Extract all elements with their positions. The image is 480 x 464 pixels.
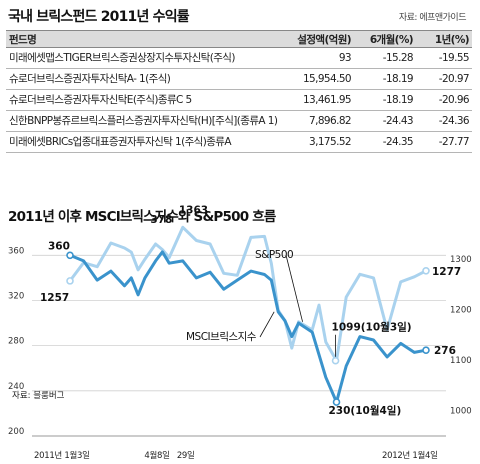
- x-tick-label: 2012년 1월4일: [382, 450, 438, 461]
- fund-6month: -24.35: [354, 131, 416, 153]
- x-tick-label: 4월8일: [144, 450, 169, 461]
- chart-source: 자료: 블룸버그: [12, 390, 65, 401]
- x-tick-label: 29일: [177, 451, 195, 461]
- msci-series-line: [69, 250, 427, 404]
- fund-amount: 15,954.50: [288, 68, 354, 90]
- y-right-tick-label: 1100: [450, 356, 472, 366]
- y-right-tick-label: 1000: [450, 407, 472, 417]
- table-row: 슈로더브릭스증권자투자신탁A- 1(주식) 15,954.50 -18.19 -…: [6, 68, 472, 90]
- fund-name: 미래에셋맵스TIGER브릭스증권상장지수투자신탁(주식): [6, 47, 288, 69]
- fund-6month: -15.28: [354, 47, 416, 69]
- sp500-series-line: [68, 225, 427, 363]
- y-left-tick-label: 320: [8, 291, 24, 301]
- fund-6month: -24.43: [354, 110, 416, 132]
- fund-name: 슈로더브릭스증권자투자신탁A- 1(주식): [6, 68, 288, 90]
- annotation-label: 1363: [179, 204, 208, 216]
- fund-amount: 7,896.82: [288, 110, 354, 132]
- annotation-label: 230(10월4일): [329, 404, 402, 417]
- table-header-row: 펀드명 설정액(억원) 6개월(%) 1년(%): [6, 30, 472, 48]
- annotation-marker: [331, 356, 340, 365]
- fund-6month: -18.19: [354, 68, 416, 90]
- y-right-tick-label: 1300: [450, 255, 472, 265]
- fund-1year: -27.77: [416, 131, 472, 153]
- fund-1year: -20.96: [416, 89, 472, 111]
- annotation-label: 1099(10월3일): [332, 321, 412, 334]
- chart-title: 2011년 이후 MSCI브릭스지수와 S&P500 흐름: [8, 209, 276, 225]
- fund-amount: 93: [288, 47, 354, 69]
- header-amount: 설정액(억원): [288, 30, 354, 48]
- y-right-tick-label: 1200: [450, 306, 472, 316]
- annotation-marker: [66, 277, 74, 285]
- x-tick-label: 2011년 1월3일: [34, 450, 90, 461]
- header-6month: 6개월(%): [354, 30, 416, 48]
- fund-amount: 13,461.95: [288, 89, 354, 111]
- table-source: 자료: 에프앤가이드: [398, 13, 467, 23]
- y-left-tick-label: 280: [8, 337, 24, 347]
- fund-name: 미래에셋BRICs업종대표증권자투자신탁 1(주식)종류A: [6, 131, 288, 153]
- table-row: 신한BNPP봉쥬르브릭스플러스증권자투자신탁(H)[주식](종류A 1) 7,8…: [6, 110, 472, 132]
- fund-amount: 3,175.52: [288, 131, 354, 153]
- fund-6month: -18.19: [354, 89, 416, 111]
- fund-1year: -24.36: [416, 110, 472, 132]
- annotation-marker: [422, 346, 430, 354]
- fund-name: 신한BNPP봉쥬르브릭스플러스증권자투자신탁(H)[주식](종류A 1): [6, 110, 288, 132]
- y-left-tick-label: 360: [8, 246, 24, 256]
- annotation-marker: [66, 251, 74, 260]
- header-fund-name: 펀드명: [6, 30, 288, 48]
- table-row: 미래에셋맵스TIGER브릭스증권상장지수투자신탁(주식) 93 -15.28 -…: [6, 47, 472, 69]
- table-row: 미래에셋BRICs업종대표증권자투자신탁 1(주식)종류A 3,175.52 -…: [6, 131, 472, 153]
- y-left-tick-label: 240: [8, 382, 24, 392]
- fund-name: 슈로더브릭스증권자투자신탁E(주식)종류C 5: [6, 89, 288, 111]
- leader-line: [285, 254, 303, 322]
- header-1year: 1년(%): [416, 30, 472, 48]
- sp500-series-label: S&P500: [255, 249, 293, 261]
- annotation-label: 360: [48, 240, 70, 252]
- annotation-label: 1257: [40, 292, 69, 304]
- annotation-label: 378: [150, 214, 172, 226]
- table-title: 국내 브릭스펀드 2011년 수익률: [8, 9, 190, 25]
- annotation-marker: [332, 398, 341, 406]
- table-row: 슈로더브릭스증권자투자신탁E(주식)종류C 5 13,461.95 -18.19…: [6, 89, 472, 111]
- fund-1year: -19.55: [416, 47, 472, 69]
- annotation-label: 276: [434, 345, 456, 357]
- msci-series-label: MSCI브릭스지수: [186, 331, 257, 343]
- y-left-tick-label: 200: [8, 427, 24, 437]
- leader-line: [259, 311, 275, 338]
- annotation-label: 1277: [432, 266, 461, 278]
- fund-1year: -20.97: [416, 68, 472, 90]
- fund-table: 펀드명 설정액(억원) 6개월(%) 1년(%) 미래에셋맵스TIGER브릭스증…: [6, 30, 472, 153]
- annotation-marker: [422, 266, 430, 275]
